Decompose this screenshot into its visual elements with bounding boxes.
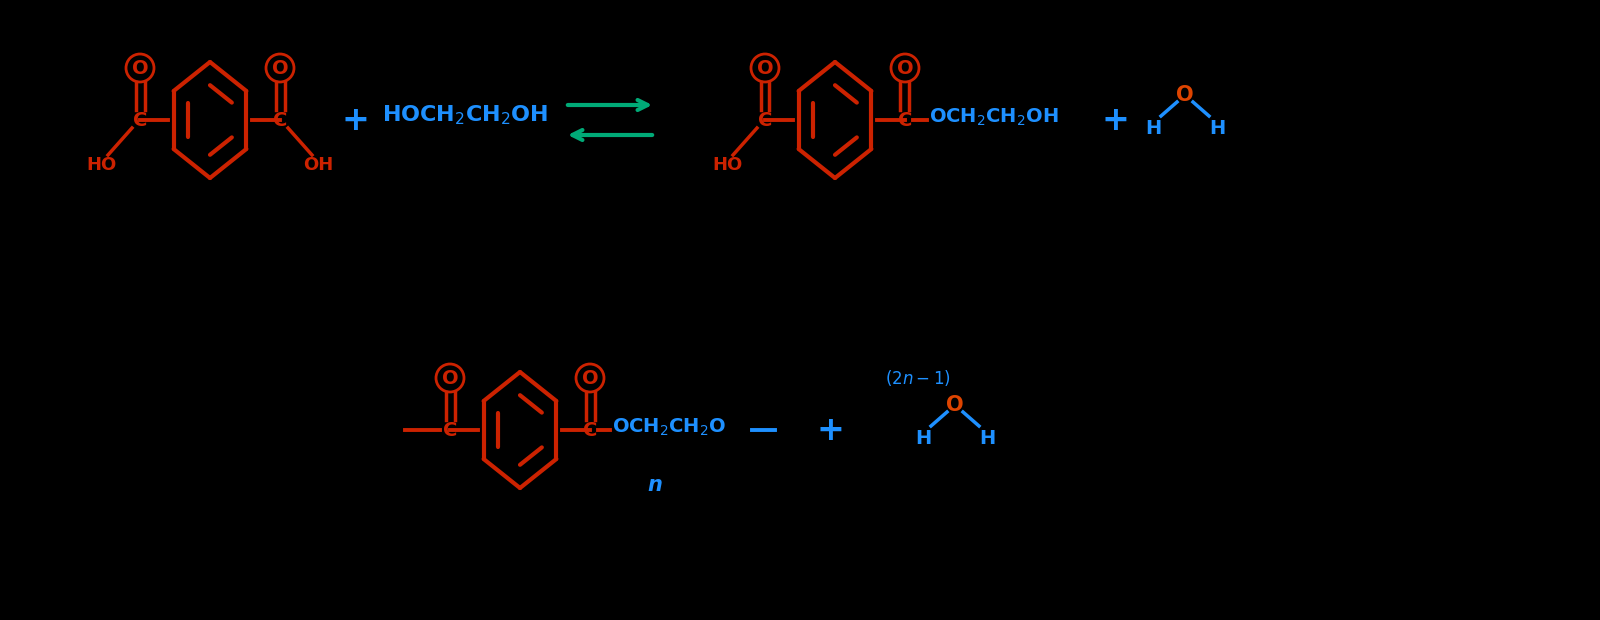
Text: O: O — [946, 395, 963, 415]
Text: C: C — [898, 110, 912, 130]
Text: +: + — [341, 104, 370, 136]
Text: OCH$_2$CH$_2$OH: OCH$_2$CH$_2$OH — [930, 107, 1059, 128]
Text: O: O — [1176, 85, 1194, 105]
Text: C: C — [758, 110, 773, 130]
Text: O: O — [757, 58, 773, 78]
Text: $(2n-1)$: $(2n-1)$ — [885, 368, 950, 388]
Text: O: O — [272, 58, 288, 78]
Text: H: H — [1210, 118, 1226, 138]
Text: C: C — [274, 110, 286, 130]
Text: HO: HO — [712, 156, 742, 174]
Text: +: + — [816, 414, 843, 446]
Text: O: O — [442, 368, 458, 388]
Text: O: O — [131, 58, 149, 78]
Text: C: C — [443, 420, 458, 440]
Text: OCH$_2$CH$_2$O: OCH$_2$CH$_2$O — [611, 417, 726, 438]
Text: +: + — [1101, 104, 1130, 136]
Text: C: C — [133, 110, 147, 130]
Text: H: H — [915, 428, 931, 448]
Text: HOCH$_2$CH$_2$OH: HOCH$_2$CH$_2$OH — [382, 103, 549, 127]
Text: n: n — [648, 475, 662, 495]
Text: H: H — [979, 428, 995, 448]
Text: O: O — [896, 58, 914, 78]
Text: O: O — [582, 368, 598, 388]
Text: C: C — [582, 420, 597, 440]
Text: HO: HO — [86, 156, 117, 174]
Text: H: H — [1146, 118, 1162, 138]
Text: OH: OH — [302, 156, 333, 174]
